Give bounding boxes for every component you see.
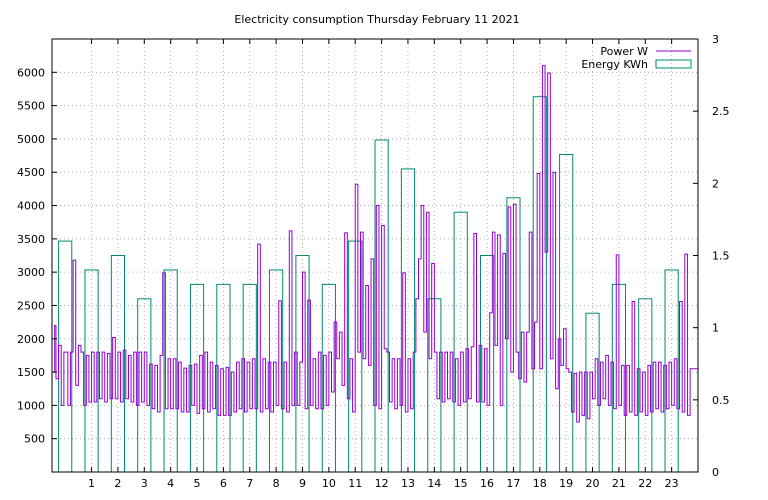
- x-tick-label: 13: [401, 477, 415, 490]
- energy-bar: [559, 153, 574, 473]
- x-tick-label: 18: [533, 477, 547, 490]
- y-left-tick-label: 1000: [17, 399, 45, 412]
- x-tick-label: 19: [559, 477, 573, 490]
- y-left-tick-label: 2000: [17, 333, 45, 346]
- x-tick-label: 12: [375, 477, 389, 490]
- x-tick-label: 17: [506, 477, 520, 490]
- x-tick-label: 5: [194, 477, 201, 490]
- y-right-tick-label: 2.5: [712, 105, 730, 118]
- x-tick-label: 10: [322, 477, 336, 490]
- ticks-layer: 1 2 3 4 5 6 7 8 9 10 11 12 13 14 15 16 17 18 19 20 21 22 23500…: [17, 33, 730, 490]
- x-tick-label: 9: [299, 477, 306, 490]
- x-tick-label: 23: [665, 477, 679, 490]
- energy-bar: [58, 240, 73, 473]
- x-tick-label: 3: [141, 477, 148, 490]
- power-line-layer: [52, 65, 698, 423]
- x-tick-label: 16: [480, 477, 494, 490]
- x-tick-label: 11: [348, 477, 362, 490]
- y-left-tick-label: 4000: [17, 200, 45, 213]
- y-right-tick-label: 0.5: [712, 394, 730, 407]
- energy-bar: [400, 168, 416, 473]
- x-tick-label: 6: [220, 477, 227, 490]
- y-left-tick-label: 6000: [17, 66, 45, 79]
- y-left-tick-label: 2500: [17, 299, 45, 312]
- y-right-tick-label: 3: [712, 33, 719, 46]
- x-tick-label: 4: [167, 477, 174, 490]
- y-right-tick-label: 0: [712, 466, 719, 479]
- legend-energy-swatch: [655, 59, 692, 69]
- x-tick-label: 1: [88, 477, 95, 490]
- legend-power-label: Power W: [600, 45, 648, 58]
- chart-title: Electricity consumption Thursday Februar…: [234, 13, 519, 26]
- x-tick-label: 14: [427, 477, 441, 490]
- x-tick-label: 21: [612, 477, 626, 490]
- x-tick-label: 22: [638, 477, 652, 490]
- y-left-tick-label: 3500: [17, 233, 45, 246]
- y-left-tick-label: 5000: [17, 133, 45, 146]
- y-left-tick-label: 500: [24, 433, 45, 446]
- y-left-tick-label: 1500: [17, 366, 45, 379]
- y-right-tick-label: 2: [712, 177, 719, 190]
- y-left-tick-label: 4500: [17, 166, 45, 179]
- y-right-tick-label: 1: [712, 322, 719, 335]
- x-tick-label: 15: [454, 477, 468, 490]
- y-left-tick-label: 5500: [17, 100, 45, 113]
- x-tick-label: 7: [246, 477, 253, 490]
- power-line: [52, 65, 698, 423]
- x-tick-label: 2: [114, 477, 121, 490]
- energy-bars: [58, 96, 679, 473]
- legend-energy-label: Energy KWh: [581, 58, 648, 71]
- x-tick-label: 8: [273, 477, 280, 490]
- legend: Power W Energy KWh: [581, 45, 692, 71]
- y-right-tick-label: 1.5: [712, 250, 730, 263]
- y-left-tick-label: 3000: [17, 266, 45, 279]
- x-tick-label: 20: [586, 477, 600, 490]
